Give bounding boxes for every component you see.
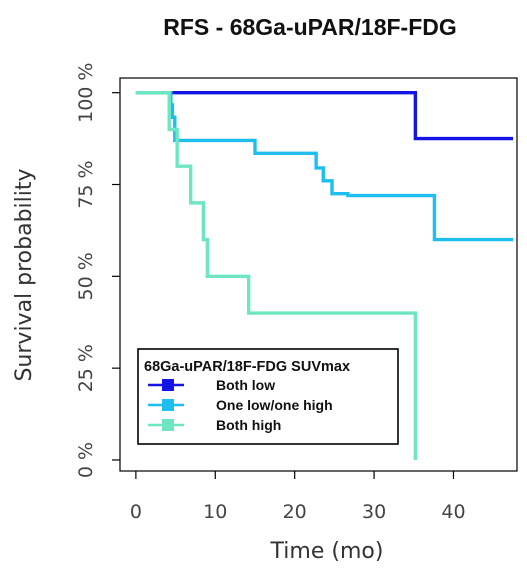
y-axis: 0 % 25 % 50 % 75 % 100 % — [75, 63, 120, 478]
legend: 68Ga-uPAR/18F-FDG SUVmax Both low One low… — [137, 348, 399, 445]
survival-curves — [135, 90, 514, 460]
x-tick-label: 40 — [441, 501, 465, 523]
y-tick-label: 0 % — [75, 442, 97, 478]
x-tick-label: 30 — [362, 501, 386, 523]
series-line-both-low — [135, 90, 514, 141]
series-line-both-high — [135, 90, 418, 460]
plot-frame — [119, 77, 518, 472]
legend-marker-both-low — [162, 379, 174, 391]
y-tick-label: 100 % — [75, 63, 97, 123]
legend-box — [137, 348, 399, 445]
x-axis: 0 10 20 30 40 — [130, 471, 466, 523]
legend-title: 68Ga-uPAR/18F-FDG SUVmax — [144, 359, 350, 375]
y-tick-label: 50 % — [75, 252, 97, 300]
y-tick-label: 25 % — [75, 344, 97, 392]
y-axis-label: Survival probability — [12, 168, 37, 381]
legend-label-one-low-one-high: One low/one high — [216, 397, 333, 413]
legend-marker-both-high — [162, 419, 174, 431]
legend-label-both-low: Both low — [216, 377, 275, 393]
series-line-one-low-one-high — [135, 90, 514, 242]
x-tick-label: 20 — [283, 501, 307, 523]
x-axis-label: Time (mo) — [270, 539, 384, 564]
x-tick-label: 10 — [203, 501, 227, 523]
x-tick-label: 0 — [130, 501, 142, 523]
legend-marker-one-low-one-high — [162, 399, 174, 411]
chart-title: RFS - 68Ga-uPAR/18F-FDG — [163, 14, 457, 40]
y-tick-label: 75 % — [75, 160, 97, 208]
legend-label-both-high: Both high — [216, 417, 281, 433]
